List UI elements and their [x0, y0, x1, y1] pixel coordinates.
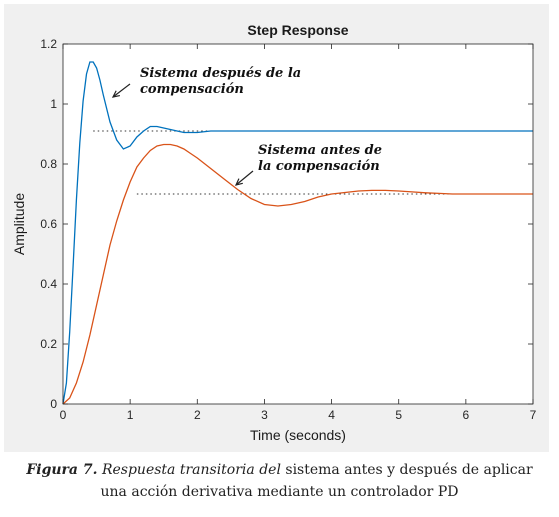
y-tick-label: 1 — [50, 97, 57, 111]
x-tick-label: 1 — [127, 408, 134, 422]
figure-number: Figura 7. — [26, 462, 98, 478]
annotation-arrowhead-2 — [234, 178, 243, 186]
figure-caption-line-1: Figura 7. Respuesta transitoria del sist… — [0, 462, 559, 478]
series-line-2 — [62, 143, 533, 405]
y-axis-label: Amplitude — [11, 193, 27, 255]
plot-area — [63, 44, 533, 404]
x-tick-label: 6 — [463, 408, 470, 422]
x-axis-label: Time (seconds) — [250, 427, 346, 443]
annotation-1-line-2: compensación — [140, 82, 244, 97]
figure-caption-line-2: una acción derivativa mediante un contro… — [100, 484, 459, 500]
annotation-arrow-2 — [235, 170, 254, 186]
x-tick-label: 3 — [261, 408, 268, 422]
x-tick-label: 4 — [328, 408, 335, 422]
caption-rest-line-1: sistema antes y después de aplicar — [280, 462, 533, 478]
annotation-1-line-1: Sistema después de la — [140, 66, 301, 81]
figure-panel: 0 1 2 3 4 5 6 7 0 0.2 0.4 0.6 0.8 1 1.2 Step Response T… — [4, 4, 549, 452]
y-tick-label: 1.2 — [40, 37, 57, 51]
y-tick-label: 0.8 — [40, 157, 57, 171]
step-response-chart: 0 1 2 3 4 5 6 7 0 0.2 0.4 0.6 0.8 1 1.2 Step Response T… — [11, 22, 537, 443]
annotation-2-line-2: la compensación — [258, 159, 380, 174]
series-line-1 — [62, 61, 533, 405]
y-tick-label: 0.6 — [40, 217, 57, 231]
annotation-2-line-1: Sistema antes de — [258, 143, 382, 158]
annotation-arrow-1 — [112, 83, 131, 98]
x-tick-label: 5 — [395, 408, 402, 422]
caption-italic-part: Respuesta transitoria del — [101, 462, 281, 478]
y-tick-label: 0.4 — [40, 277, 57, 291]
x-tick-label: 0 — [60, 408, 67, 422]
chart-title: Step Response — [247, 22, 348, 38]
y-tick-label: 0.2 — [40, 337, 57, 351]
y-tick-label: 0 — [50, 397, 57, 411]
annotation-arrowhead-1 — [111, 90, 120, 98]
x-tick-label: 2 — [194, 408, 201, 422]
x-tick-label: 7 — [530, 408, 537, 422]
